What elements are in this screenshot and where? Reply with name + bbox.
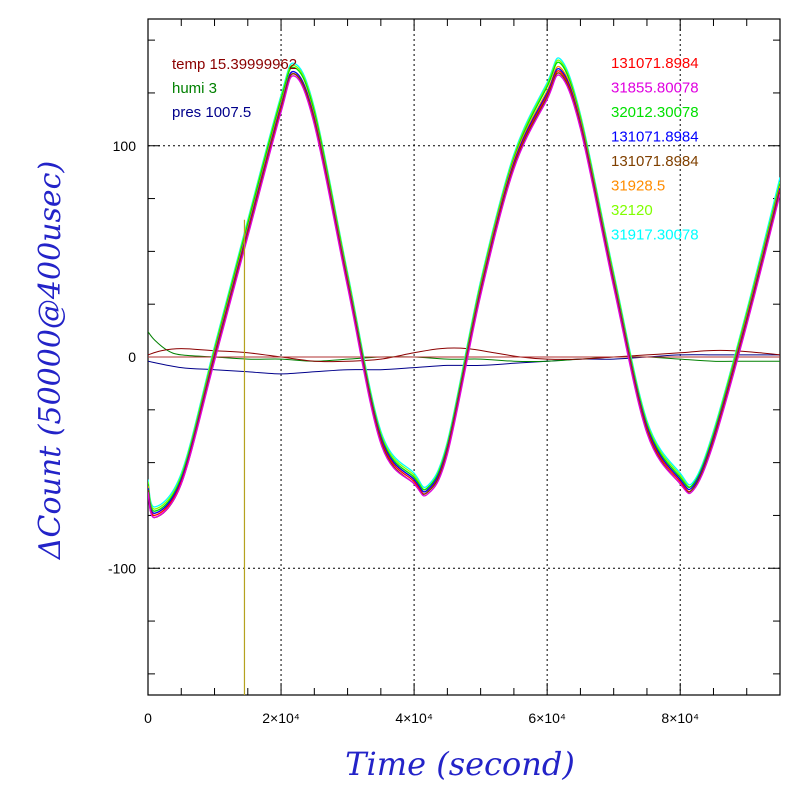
environment-series-line [148, 331, 780, 362]
env-legend-entry: humi 3 [172, 80, 217, 97]
y-tick-label: 100 [113, 138, 137, 154]
x-tick-label: 0 [144, 710, 152, 726]
x-tick-label: 8×10⁴ [661, 710, 699, 726]
series-legend-entry: 32012.30078 [611, 104, 699, 121]
env-legend-entry: temp 15.39999962 [172, 56, 297, 73]
series-legend-entry: 32120 [611, 202, 653, 219]
tick-labels: 0 2×10⁴ 4×10⁴ 6×10⁴ 8×10⁴ -100 0 100 [108, 138, 699, 726]
series-legend-entry: 31855.80078 [611, 80, 699, 97]
series-legend-entry: 31917.30078 [611, 227, 699, 244]
plot-area [148, 57, 780, 695]
series-line [148, 74, 780, 519]
y-tick-label: 0 [128, 349, 136, 365]
y-axis-title: ΔCount (50000@400usec) [33, 161, 68, 560]
series-legend-entry: 31928.5 [611, 178, 665, 195]
series-line [148, 57, 780, 508]
legends: temp 15.39999962 humi 3 pres 1007.5 131071.… [172, 55, 699, 244]
series-legend-entry: 131071.8984 [611, 129, 699, 146]
y-tick-label: -100 [108, 560, 136, 576]
x-tick-label: 4×10⁴ [395, 710, 433, 726]
x-tick-label: 6×10⁴ [528, 710, 566, 726]
x-axis-title: Time (second) [345, 745, 575, 783]
series-legend-entry: 131071.8984 [611, 153, 699, 170]
env-legend-entry: pres 1007.5 [172, 104, 251, 121]
series-line [148, 59, 780, 510]
series-legend-entry: 131071.8984 [611, 55, 699, 72]
x-tick-label: 2×10⁴ [262, 710, 300, 726]
